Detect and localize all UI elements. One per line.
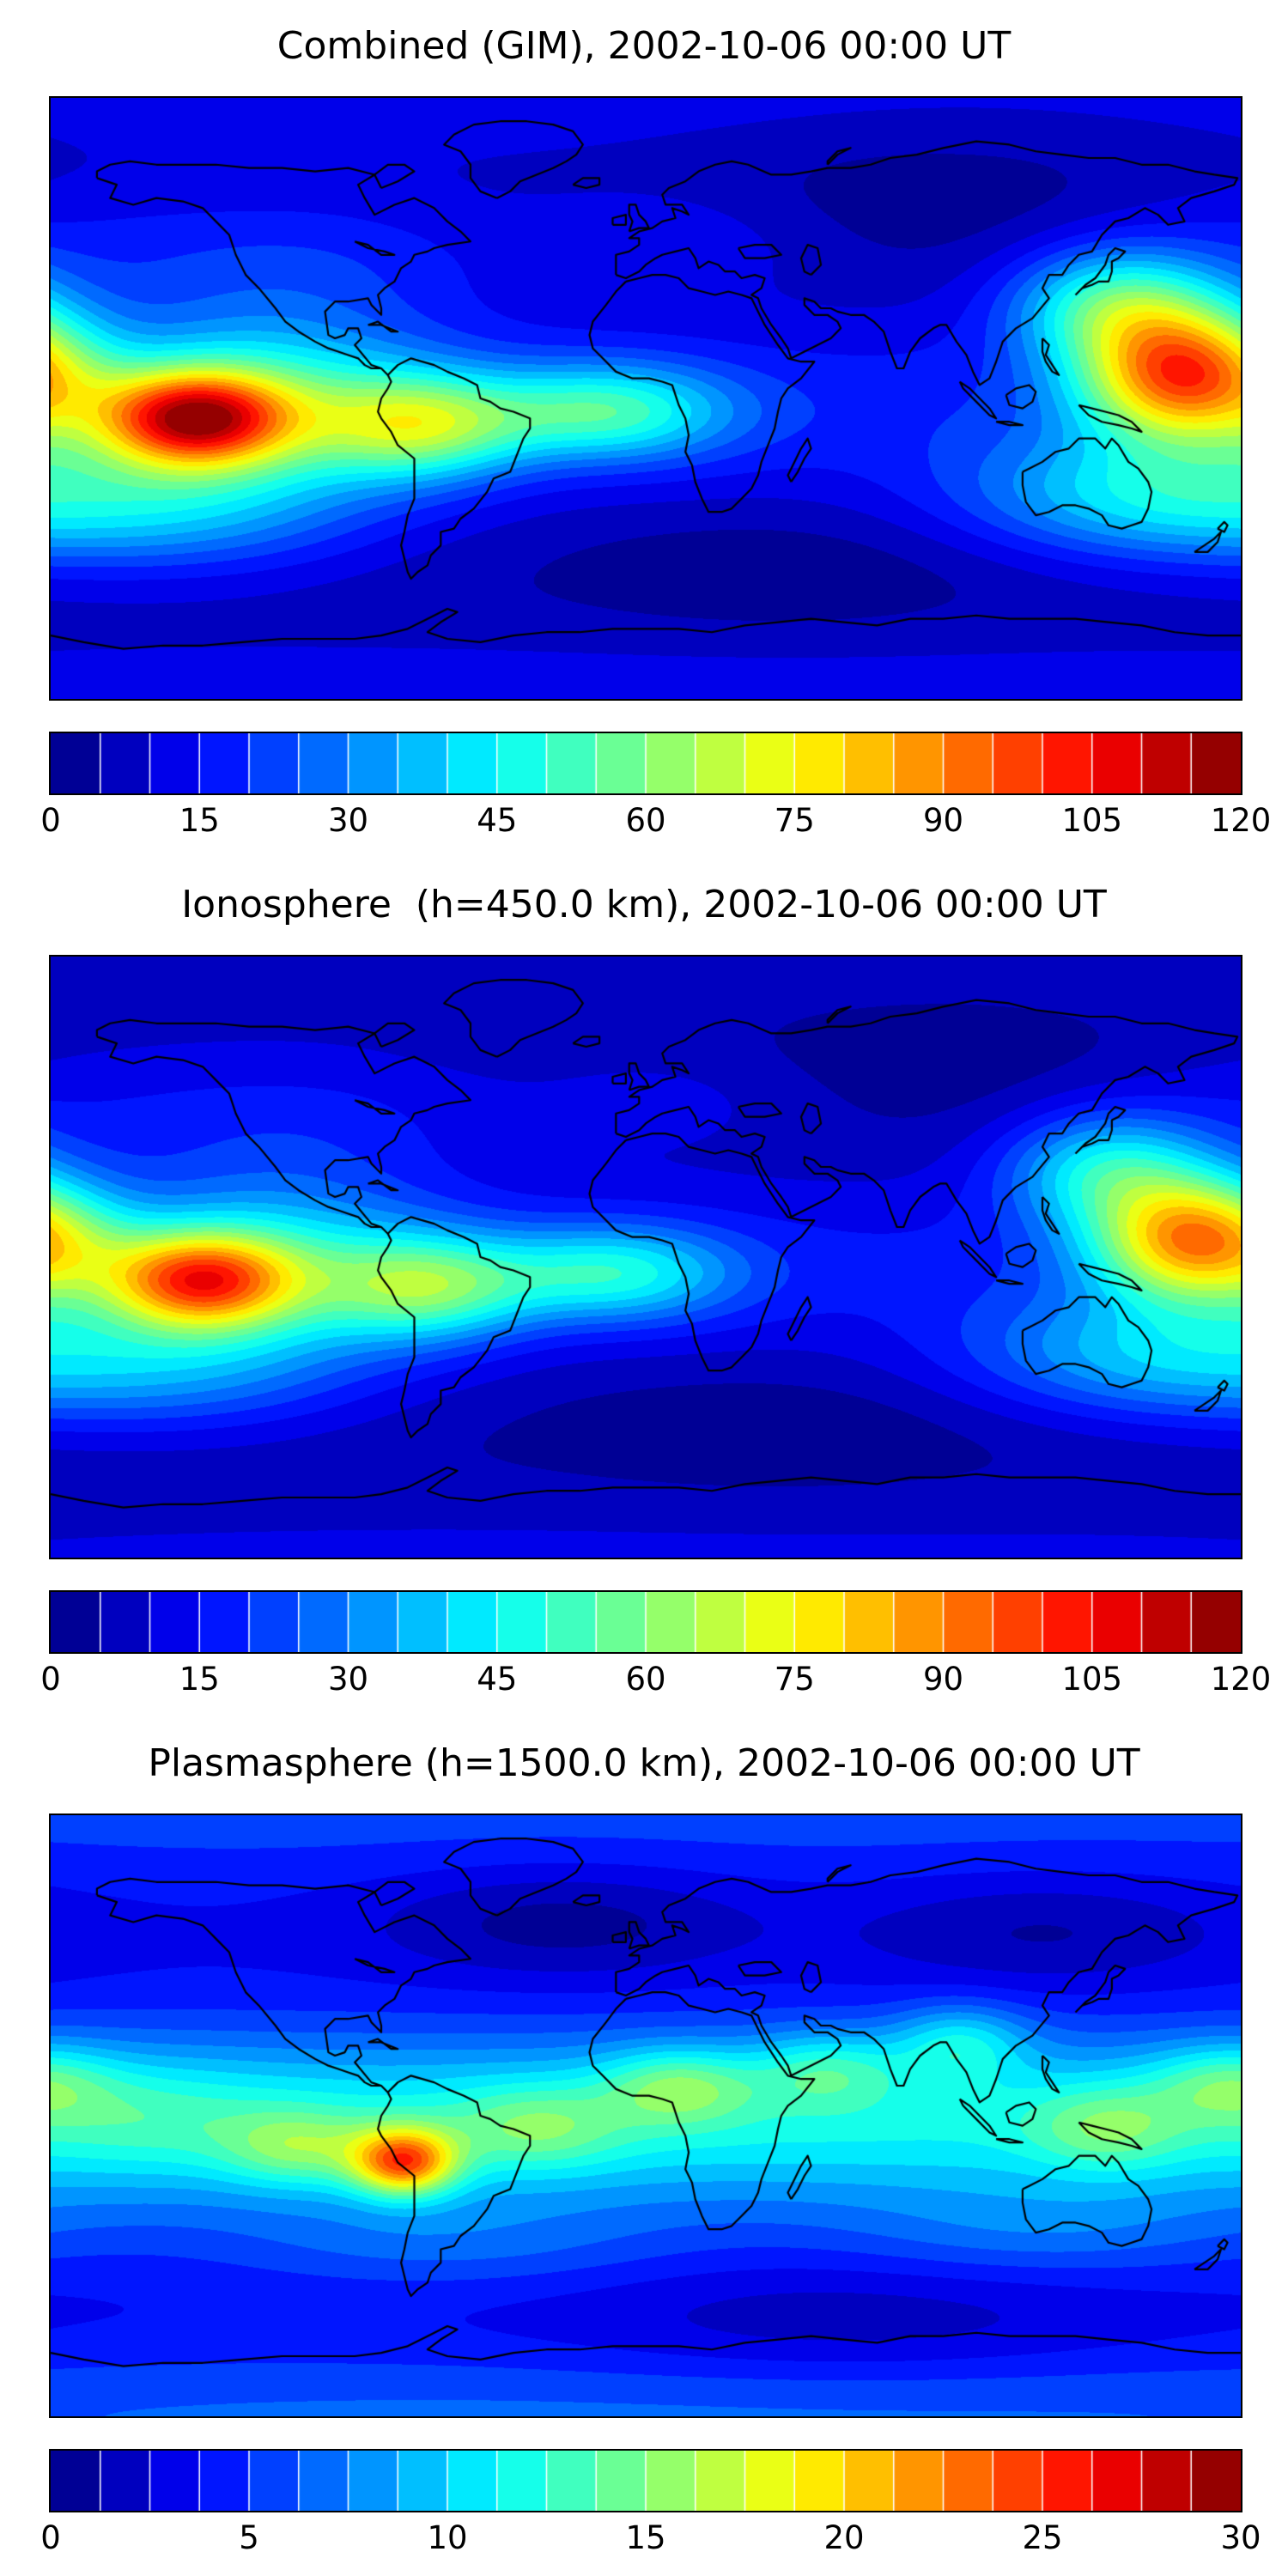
colorbar-tick-label: 75 xyxy=(774,1661,815,1698)
colorbar-tick-label: 10 xyxy=(427,2519,468,2556)
colorbar-tick-label: 0 xyxy=(40,2519,61,2556)
colorbar-tick-label: 15 xyxy=(625,2519,666,2556)
colorbar-tick-label: 105 xyxy=(1061,1661,1123,1698)
world-map-canvas-combined xyxy=(49,96,1242,701)
colorbar-tick-labels-combined: 0 15 30 45 60 75 90 105 120 xyxy=(40,800,1271,845)
colorbar-canvas-combined xyxy=(49,732,1242,795)
colorbar-tick-label: 30 xyxy=(327,802,369,839)
panel-title-ionosphere: Ionosphere (h=450.0 km), 2002-10-06 00:0… xyxy=(181,883,1107,927)
colorbar-tick-label: 45 xyxy=(477,802,518,839)
panel-title-plasmasphere: Plasmasphere (h=1500.0 km), 2002-10-06 0… xyxy=(148,1741,1140,1785)
colorbar-tick-label: 60 xyxy=(625,1661,666,1698)
colorbar-tick-label: 45 xyxy=(477,1661,518,1698)
colorbar-tick-labels-plasmasphere: 0 5 10 15 20 25 30 xyxy=(40,2518,1261,2562)
colorbar-tick-label: 90 xyxy=(922,1661,964,1698)
panel-ionosphere: Ionosphere (h=450.0 km), 2002-10-06 00:0… xyxy=(0,859,1288,1717)
colorbar-tick-label: 120 xyxy=(1210,802,1272,839)
colorbar-canvas-ionosphere xyxy=(49,1590,1242,1654)
colorbar-tick-label: 0 xyxy=(40,802,61,839)
colorbar-tick-label: 30 xyxy=(327,1661,369,1698)
colorbar-tick-label: 15 xyxy=(179,1661,220,1698)
panel-title-combined: Combined (GIM), 2002-10-06 00:00 UT xyxy=(276,24,1012,68)
world-map-canvas-ionosphere xyxy=(49,955,1242,1559)
panel-plasmasphere: Plasmasphere (h=1500.0 km), 2002-10-06 0… xyxy=(0,1717,1288,2576)
colorbar-tick-label: 90 xyxy=(922,802,964,839)
panel-combined-gim: Combined (GIM), 2002-10-06 00:00 UT 0 15 3… xyxy=(0,0,1288,859)
colorbar-tick-label: 25 xyxy=(1022,2519,1063,2556)
colorbar-tick-label: 0 xyxy=(40,1661,61,1698)
world-map-canvas-plasmasphere xyxy=(49,1814,1242,2418)
colorbar-tick-label: 120 xyxy=(1210,1661,1272,1698)
colorbar-tick-label: 60 xyxy=(625,802,666,839)
colorbar-tick-label: 15 xyxy=(179,802,220,839)
colorbar-tick-label: 75 xyxy=(774,802,815,839)
colorbar-tick-label: 5 xyxy=(239,2519,259,2556)
colorbar-tick-label: 20 xyxy=(823,2519,865,2556)
colorbar-canvas-plasmasphere xyxy=(49,2449,1242,2512)
colorbar-tick-label: 105 xyxy=(1061,802,1123,839)
colorbar-tick-labels-ionosphere: 0 15 30 45 60 75 90 105 120 xyxy=(40,1659,1271,1704)
colorbar-tick-label: 30 xyxy=(1220,2519,1261,2556)
